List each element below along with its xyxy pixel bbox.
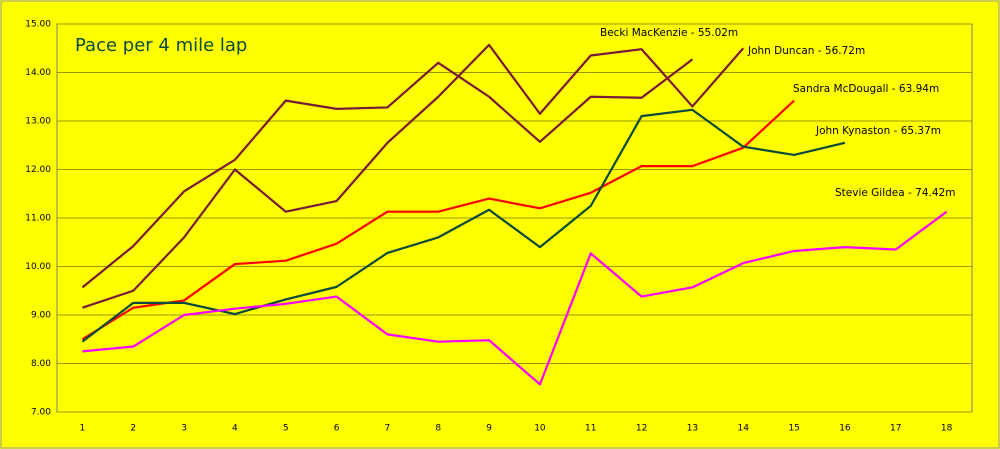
series-line — [81, 99, 795, 341]
series-label: Stevie Gildea - 74.42m — [835, 187, 955, 199]
x-tick-label: 14 — [738, 424, 750, 434]
x-tick-label: 18 — [941, 424, 953, 434]
x-tick-label: 15 — [788, 424, 799, 434]
y-tick-label: 15.00 — [25, 20, 51, 30]
series-label: John Duncan - 56.72m — [747, 45, 865, 57]
y-tick-label: 12.00 — [25, 165, 51, 175]
series-label: Becki MacKenzie - 55.02m — [600, 27, 738, 39]
series-line — [81, 58, 694, 289]
x-tick-label: 2 — [130, 424, 136, 434]
x-tick-label: 4 — [232, 424, 238, 434]
series-label: John Kynaston - 65.37m — [815, 125, 941, 137]
y-tick-label: 10.00 — [25, 262, 51, 272]
x-tick-label: 6 — [334, 424, 340, 434]
series-line — [82, 43, 745, 309]
y-tick-label: 7.00 — [31, 408, 51, 418]
x-tick-label: 17 — [890, 424, 901, 434]
y-tick-label: 14.00 — [25, 68, 51, 78]
x-tick-label: 13 — [687, 424, 698, 434]
x-tick-label: 3 — [181, 424, 187, 434]
y-tick-label: 9.00 — [31, 311, 51, 321]
series-line — [82, 210, 948, 386]
series-line — [81, 108, 846, 343]
y-tick-label: 11.00 — [25, 214, 51, 224]
x-tick-label: 10 — [534, 424, 546, 434]
x-tick-label: 12 — [636, 424, 647, 434]
x-tick-label: 1 — [80, 424, 86, 434]
chart-title: Pace per 4 mile lap — [75, 35, 247, 56]
x-tick-label: 16 — [839, 424, 851, 434]
x-tick-label: 5 — [283, 424, 289, 434]
y-tick-label: 13.00 — [25, 117, 51, 127]
series-label: Sandra McDougall - 63.94m — [793, 83, 939, 95]
x-tick-label: 7 — [385, 424, 391, 434]
x-tick-label: 8 — [435, 424, 441, 434]
x-tick-label: 9 — [486, 424, 492, 434]
x-tick-label: 11 — [585, 424, 596, 434]
y-tick-label: 8.00 — [31, 359, 51, 369]
